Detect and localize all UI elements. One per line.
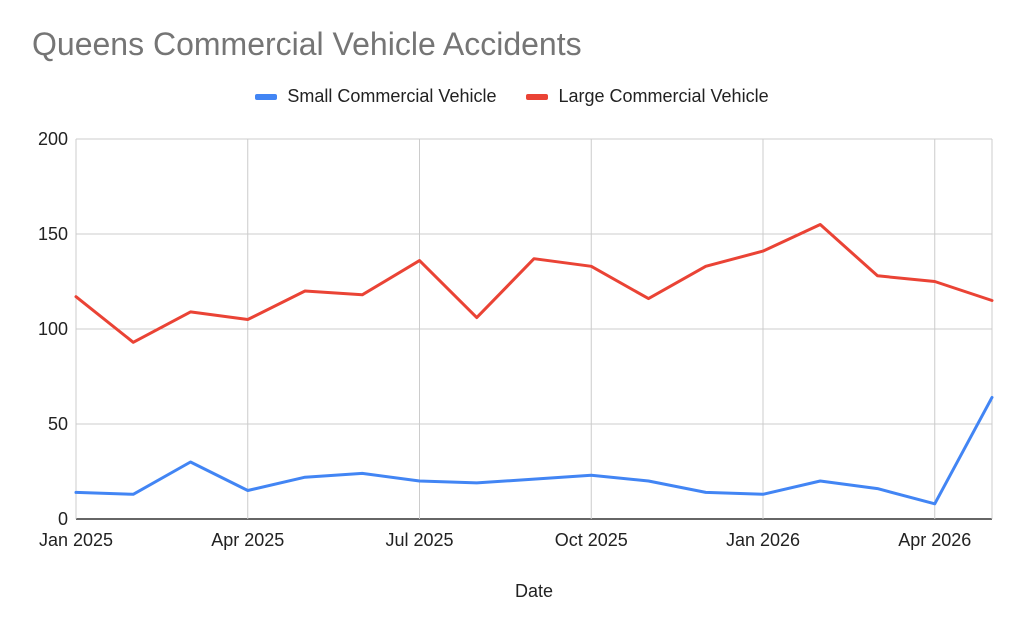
x-tick-label: Apr 2025: [211, 530, 284, 550]
legend-label-large: Large Commercial Vehicle: [558, 86, 769, 106]
y-tick-label: 50: [48, 414, 68, 434]
x-tick-label: Apr 2026: [898, 530, 971, 550]
x-tick-label: Jan 2026: [726, 530, 800, 550]
y-tick-label: 100: [38, 319, 68, 339]
legend-swatch-small: [255, 93, 278, 100]
x-axis-title: Date: [515, 581, 553, 601]
y-tick-label: 200: [38, 129, 68, 149]
legend-item-large: Large Commercial Vehicle: [526, 86, 769, 107]
series-line-0: [74, 395, 994, 506]
legend: Small Commercial Vehicle Large Commercia…: [0, 86, 1024, 107]
y-tick-label: 150: [38, 224, 68, 244]
series-line-1: [74, 223, 994, 344]
chart-title: Queens Commercial Vehicle Accidents: [32, 26, 582, 62]
legend-label-small: Small Commercial Vehicle: [287, 86, 497, 106]
legend-item-small: Small Commercial Vehicle: [255, 86, 496, 107]
x-tick-label: Jul 2025: [385, 530, 453, 550]
y-tick-label: 0: [58, 509, 68, 529]
x-tick-label: Jan 2025: [39, 530, 113, 550]
x-tick-label: Oct 2025: [555, 530, 628, 550]
legend-swatch-large: [526, 93, 549, 100]
